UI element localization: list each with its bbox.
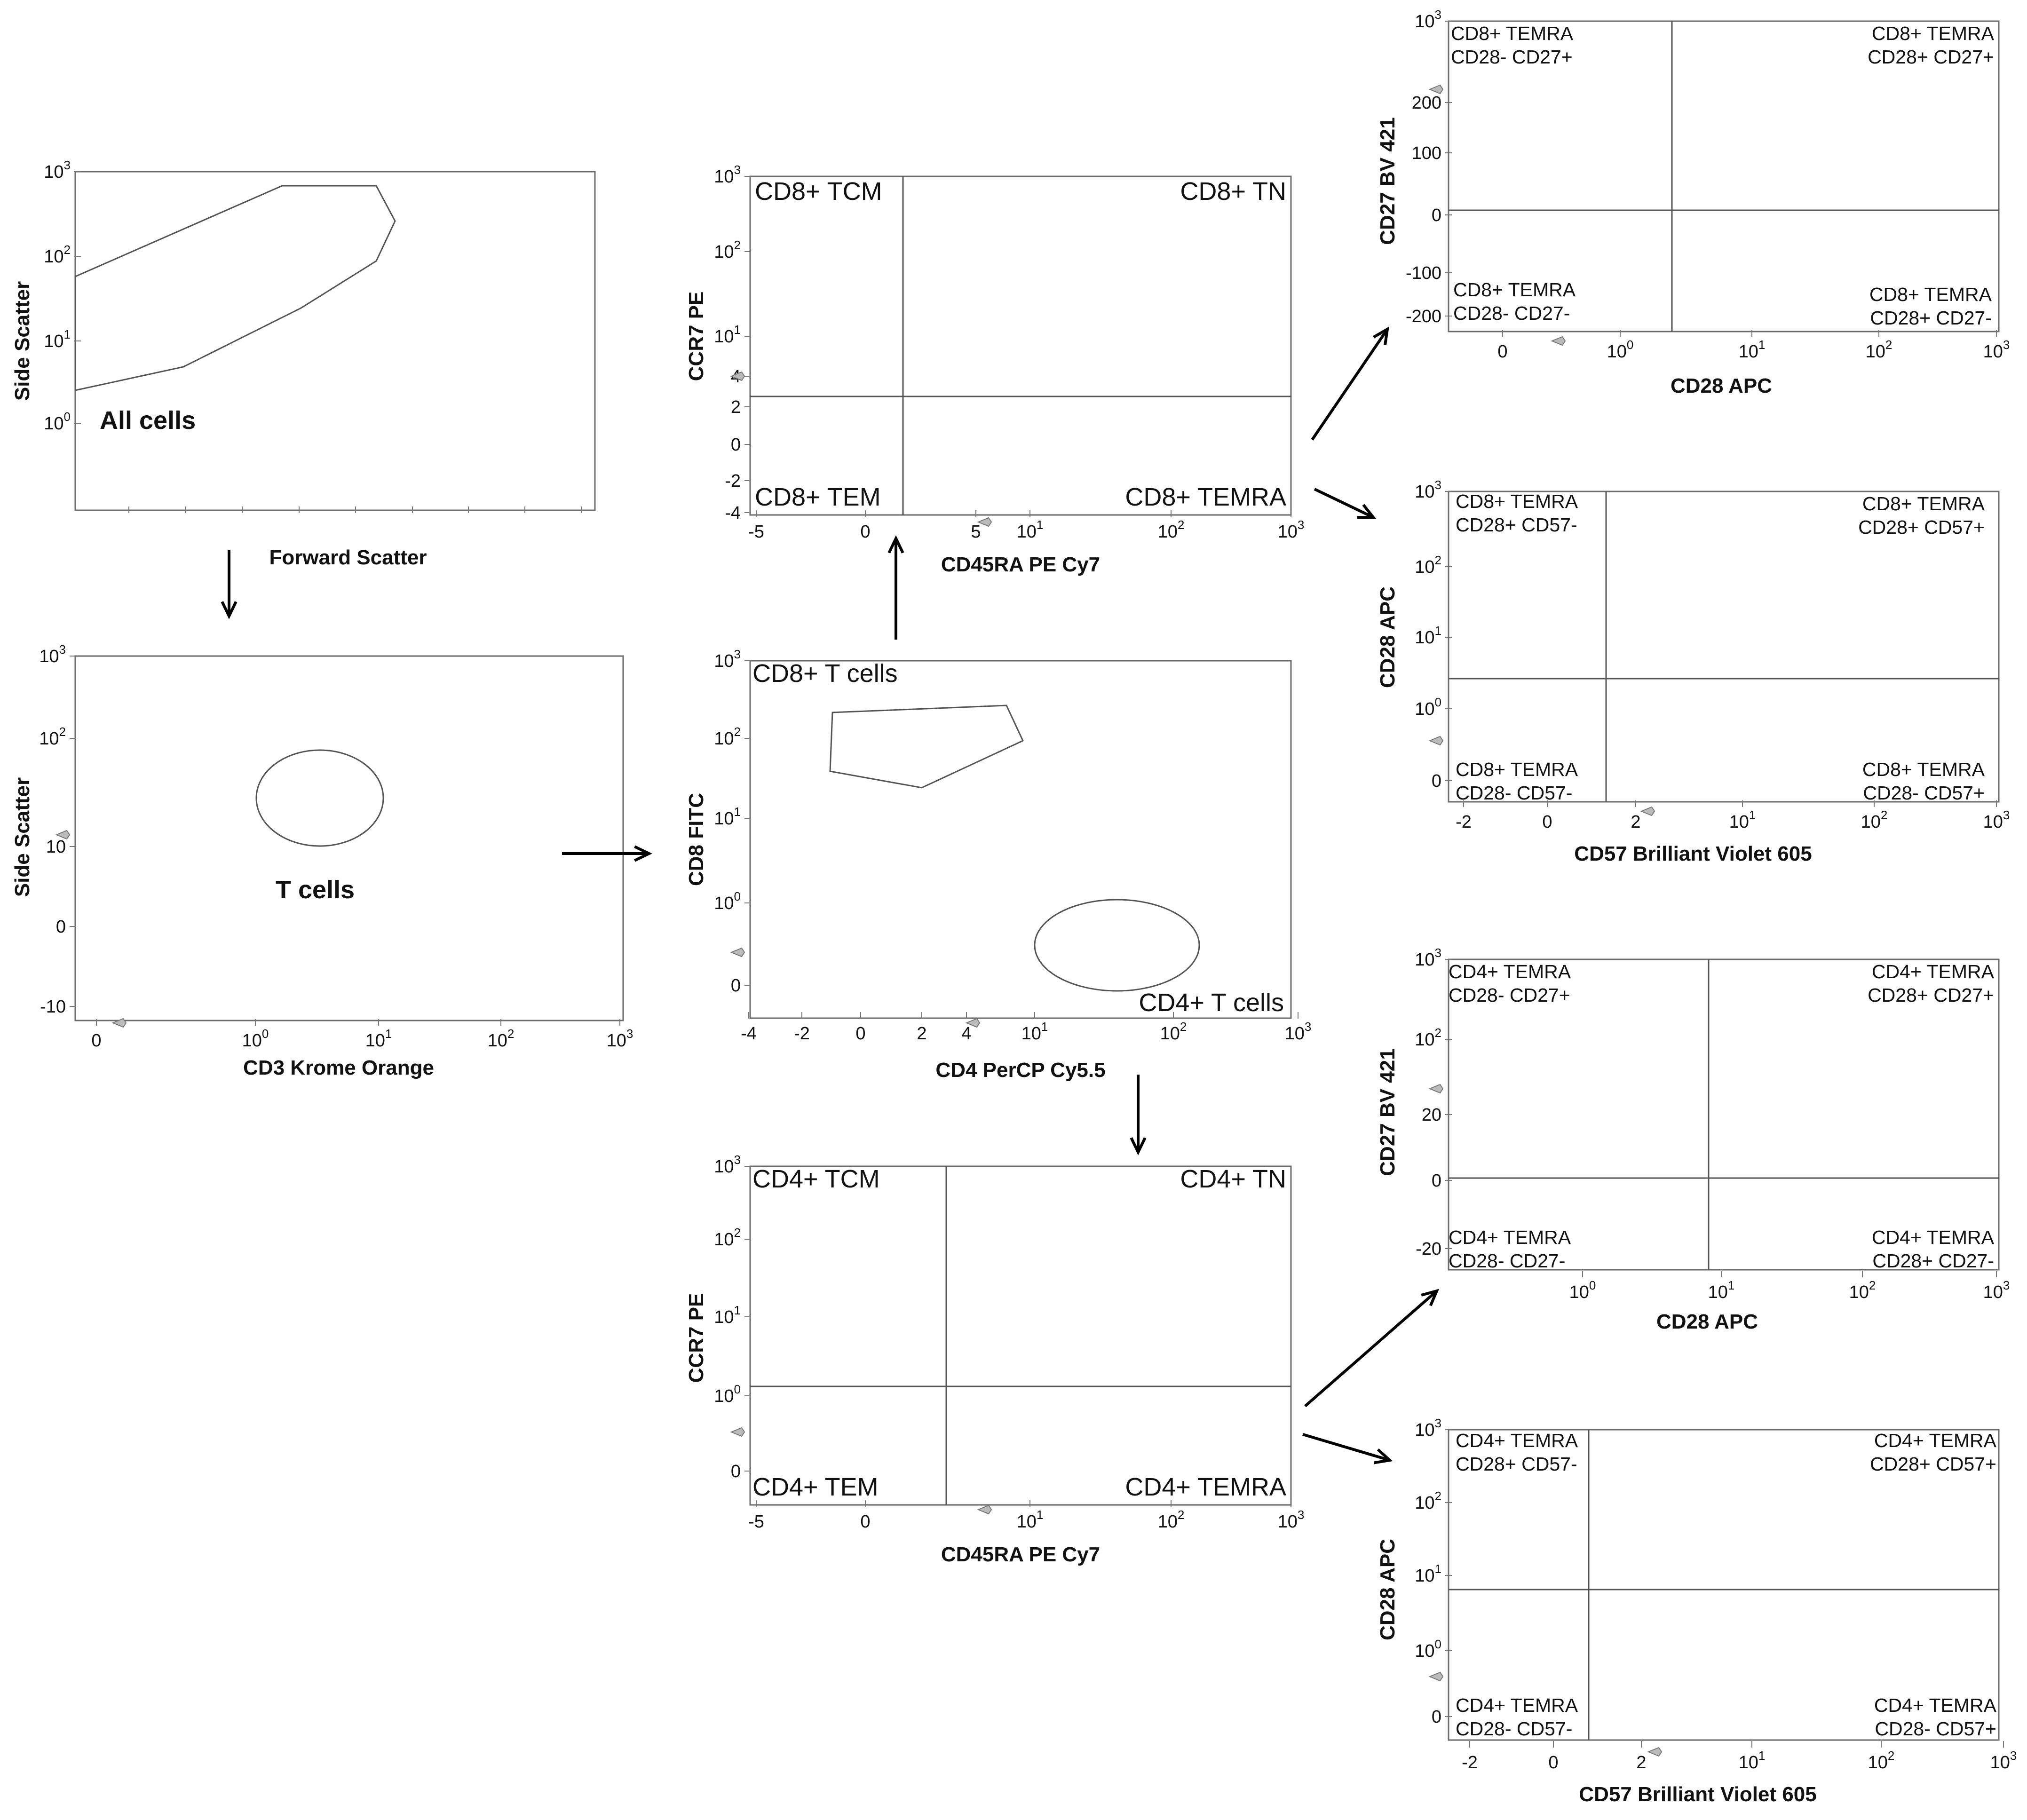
gating-figure: All cells100101102103Forward ScatterSide…: [11, 8, 2017, 1806]
